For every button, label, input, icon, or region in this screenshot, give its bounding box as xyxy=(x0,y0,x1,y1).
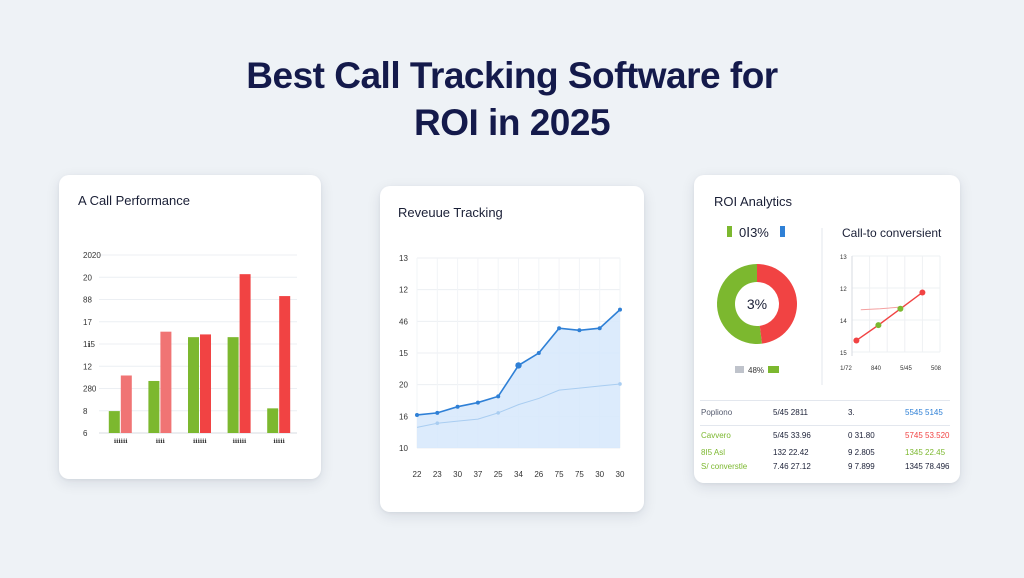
area-ytick-label: 46 xyxy=(399,317,408,326)
area-ytick-label: 16 xyxy=(399,412,408,421)
area-main-point xyxy=(557,326,562,331)
bar-ytick-label: 12 xyxy=(83,362,92,371)
call-performance-title: A Call Performance xyxy=(78,193,190,208)
bar-ytick-label: 1ℹ5 xyxy=(83,340,95,349)
table-divider-top xyxy=(700,400,950,401)
area-main-point xyxy=(455,404,460,409)
area-main-point xyxy=(515,362,522,369)
area-main-point xyxy=(496,394,501,399)
revenue-tracking-title: Reveuue Tracking xyxy=(398,205,503,220)
area-main-point xyxy=(618,307,622,312)
area-xtick-label: 25 xyxy=(494,470,503,479)
bar-red xyxy=(160,331,172,433)
area-main-point xyxy=(415,412,419,417)
area-xtick-label: 26 xyxy=(534,470,543,479)
area-xtick-label: 30 xyxy=(453,470,462,479)
area-secondary-line xyxy=(416,383,621,428)
bar-red xyxy=(120,375,132,433)
area-main-point xyxy=(435,410,440,415)
table-cell-v2: 9 7.899 xyxy=(848,462,875,471)
revenue-tracking-card: Reveuue Tracking 13 12 46 15 20 16 10 22 23 30 37 2… xyxy=(380,186,644,512)
area-ytick-label: 15 xyxy=(399,349,408,358)
page-title: Best Call Tracking Software for ROI in 2… xyxy=(0,52,1024,146)
bar-ytick-label: 88 xyxy=(83,296,92,305)
table-cell-v2: 9 2.805 xyxy=(848,448,875,457)
bar-red xyxy=(200,334,211,433)
table-cell-v1: 132 22.42 xyxy=(773,448,809,457)
bar-category-label: ℹℹℹℹℹℹ xyxy=(233,438,247,445)
table-cell-label: Popliono xyxy=(701,408,733,417)
table-cell-v3: 1345 78.496 xyxy=(905,462,950,471)
bar-category-label: ℹℹℹℹ xyxy=(156,438,166,445)
table-cell-v1: 5/45 33.96 xyxy=(773,431,811,440)
area-ytick-label: 10 xyxy=(399,444,408,453)
bar-category-label: ℹℹℹℹℹℹ xyxy=(193,438,207,445)
bar-ytick-label: 280 xyxy=(83,385,97,394)
area-main-point xyxy=(597,326,602,331)
bar-ytick-label: 8 xyxy=(83,407,88,416)
area-main-point xyxy=(577,328,582,333)
table-cell-label: S/ converstle xyxy=(701,462,748,471)
area-secondary-point xyxy=(618,382,622,386)
call-performance-card: A Call Performance 2020 20 88 17 1ℹ5 12 280 8 6 ℹ… xyxy=(59,175,321,479)
table-cell-label: 8I5 Asl xyxy=(701,448,726,457)
area-xtick-label: 30 xyxy=(616,470,625,479)
table-row: 8I5 Asl 132 22.42 9 2.805 1345 22.45 xyxy=(697,448,953,462)
area-xtick-label: 75 xyxy=(575,470,584,479)
table-cell-v1: 7.46 27.12 xyxy=(773,462,811,471)
area-xtick-label: 22 xyxy=(413,470,422,479)
table-divider-mid xyxy=(700,425,950,426)
bar-red xyxy=(239,274,251,433)
table-cell-v2: 3. xyxy=(848,408,855,417)
table-row: Popliono 5/45 2811 3. 5545 5145 xyxy=(697,408,953,422)
area-main-point xyxy=(536,351,541,355)
area-secondary-point xyxy=(496,411,500,415)
area-ytick-label: 12 xyxy=(399,286,408,295)
page-title-line-2: ROI in 2025 xyxy=(413,102,611,143)
table-cell-v3: 5545 5145 xyxy=(905,408,943,417)
roi-analytics-title: ROI Analytics xyxy=(714,194,793,209)
revenue-tracking-chart: 13 12 46 15 20 16 10 22 23 30 37 25 34 26 75 75 30 30 xyxy=(399,254,625,479)
bar-green xyxy=(227,337,239,433)
bar-green xyxy=(108,411,120,433)
area-xtick-label: 34 xyxy=(514,470,523,479)
bar-red xyxy=(279,296,291,433)
table-cell-v1: 5/45 2811 xyxy=(773,408,808,417)
bar-ytick-label: 2020 xyxy=(83,251,101,260)
bar-ytick-label: 6 xyxy=(83,429,88,438)
table-cell-label: Cavvero xyxy=(701,431,731,440)
area-secondary-point xyxy=(435,421,440,426)
table-cell-v3: 5745 53.520 xyxy=(905,431,950,440)
area-fill xyxy=(417,309,620,448)
bar-green xyxy=(148,380,160,433)
area-xtick-label: 75 xyxy=(555,470,564,479)
table-row: S/ converstle 7.46 27.12 9 7.899 1345 78.49… xyxy=(697,462,953,476)
page-title-line-1: Best Call Tracking Software for xyxy=(246,55,778,96)
area-ytick-label: 20 xyxy=(399,381,408,390)
table-row: Cavvero 5/45 33.96 0 31.80 5745 53.520 xyxy=(697,431,953,445)
bar-ytick-label: 20 xyxy=(83,273,92,282)
table-cell-v2: 0 31.80 xyxy=(848,431,875,440)
area-main-point xyxy=(475,400,480,405)
bar-ytick-label: 17 xyxy=(83,318,92,327)
area-xtick-label: 30 xyxy=(595,470,604,479)
bar-green xyxy=(267,408,279,433)
area-xtick-label: 37 xyxy=(473,470,482,479)
area-xtick-label: 23 xyxy=(433,470,442,479)
bar-category-label: ℹℹℹℹℹ xyxy=(273,438,285,445)
table-cell-v3: 1345 22.45 xyxy=(905,448,946,457)
bar-category-label: ℹℹℹℹℹℹ xyxy=(114,438,128,445)
area-ytick-label: 13 xyxy=(399,254,408,263)
bar-green xyxy=(188,337,199,433)
